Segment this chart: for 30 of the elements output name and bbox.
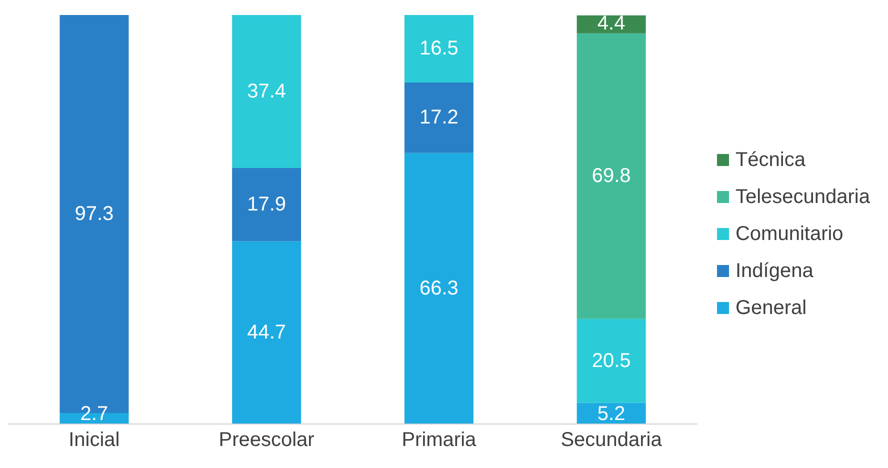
data-label: 16.5 bbox=[419, 38, 458, 60]
data-label: 20.5 bbox=[592, 350, 631, 372]
data-label: 17.9 bbox=[247, 194, 286, 216]
x-tick-label: Primaria bbox=[402, 429, 478, 452]
data-label: 2.7 bbox=[80, 403, 108, 425]
data-label: 4.4 bbox=[597, 12, 626, 34]
legend-label: Comunitario bbox=[735, 222, 844, 246]
legend-label: Telesecundaria bbox=[735, 186, 870, 208]
legend-label: Indígena bbox=[735, 260, 814, 282]
data-label: 69.8 bbox=[592, 165, 631, 188]
data-label: 5.2 bbox=[597, 403, 626, 425]
legend-label: General bbox=[735, 296, 807, 320]
data-label: 44.7 bbox=[247, 322, 286, 344]
data-label: 37.4 bbox=[247, 80, 286, 102]
x-tick-label: Inicial bbox=[68, 429, 120, 452]
bar bbox=[232, 15, 302, 168]
bar bbox=[576, 33, 646, 319]
bar bbox=[576, 15, 646, 34]
data-label: 17.2 bbox=[419, 106, 458, 129]
bar bbox=[232, 241, 302, 424]
data-label: 97.3 bbox=[74, 202, 114, 225]
bar bbox=[404, 152, 474, 424]
bar bbox=[404, 15, 474, 82]
bar bbox=[232, 168, 302, 242]
x-tick-label: Preescolar bbox=[218, 429, 315, 452]
data-label: 66.3 bbox=[419, 277, 458, 300]
bar bbox=[576, 318, 646, 403]
x-tick-label: Secundaria bbox=[560, 429, 663, 452]
legend-label: Técnica bbox=[735, 148, 806, 172]
bar bbox=[404, 82, 474, 153]
